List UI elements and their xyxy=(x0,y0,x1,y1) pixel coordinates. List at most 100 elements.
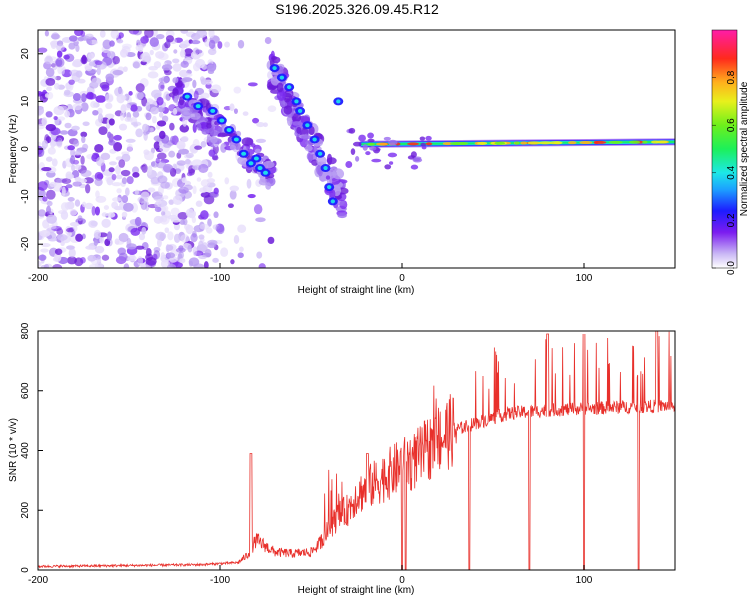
streak1-blob xyxy=(262,160,275,169)
streak2-blob xyxy=(276,82,284,93)
noise-blob xyxy=(158,52,169,61)
noise-blob xyxy=(153,195,165,202)
noise-blob xyxy=(161,64,173,71)
noise-blob xyxy=(190,40,201,45)
chart-title: S196.2025.326.09.45.R12 xyxy=(275,1,439,17)
noise-blob xyxy=(108,139,116,146)
noise-blob xyxy=(170,217,182,223)
noise-blob xyxy=(119,49,128,58)
noise-blob xyxy=(101,84,110,92)
noise-blob xyxy=(256,121,265,128)
noise-blob xyxy=(150,106,160,115)
noise-blob xyxy=(121,195,129,204)
noise-blob xyxy=(41,243,51,248)
colorbar-frame xyxy=(711,29,738,269)
spectrogram-xtick-label: -100 xyxy=(210,273,230,284)
noise-blob xyxy=(210,84,222,94)
noise-blob xyxy=(195,49,203,54)
noise-blob xyxy=(179,49,186,58)
noise-blob xyxy=(156,238,162,248)
noise-blob xyxy=(88,220,98,228)
noise-blob xyxy=(41,140,49,149)
streak2-blob xyxy=(301,134,312,140)
noise-blob xyxy=(264,37,272,45)
noise-blob xyxy=(84,65,93,72)
noise-blob xyxy=(94,178,103,187)
noise-blob xyxy=(44,93,50,98)
noise-blob xyxy=(180,135,189,143)
noise-blob xyxy=(192,185,197,195)
noise-blob xyxy=(227,203,234,209)
noise-blob xyxy=(175,247,186,253)
noise-blob xyxy=(68,42,76,50)
noise-blob xyxy=(90,100,98,108)
carrier-onset-blob xyxy=(383,136,391,141)
noise-blob xyxy=(81,136,86,144)
noise-blob xyxy=(134,216,142,227)
noise-blob xyxy=(60,210,69,220)
noise-blob xyxy=(61,178,72,184)
noise-blob xyxy=(170,135,176,144)
noise-blob xyxy=(102,39,112,50)
spectrogram-ytick-label: 20 xyxy=(20,48,31,60)
noise-blob xyxy=(156,33,165,40)
carrier-hotspot xyxy=(593,140,599,144)
streak2-blob xyxy=(326,153,333,166)
noise-blob xyxy=(138,233,146,241)
noise-blob xyxy=(213,211,219,219)
noise-blob xyxy=(212,257,219,263)
noise-blob xyxy=(160,211,166,216)
carrier-hotspot xyxy=(628,140,641,144)
noise-blob xyxy=(38,145,43,155)
noise-blob xyxy=(70,148,76,158)
streak2-blob xyxy=(280,101,288,108)
spectrogram-xlabel: Height of straight line (km) xyxy=(298,285,415,296)
noise-blob xyxy=(38,47,48,53)
streak2-blob xyxy=(283,105,293,115)
noise-blob xyxy=(115,165,121,175)
colorbar-tick-label: 0.2 xyxy=(726,213,737,227)
noise-blob xyxy=(53,105,65,116)
carrier-onset-blob xyxy=(345,161,353,168)
noise-blob xyxy=(135,245,145,250)
noise-blob xyxy=(258,263,266,268)
noise-blob xyxy=(113,142,123,152)
noise-blob xyxy=(135,91,144,100)
colorbar-tick-label: 0.8 xyxy=(726,70,737,84)
noise-blob xyxy=(75,233,84,242)
noise-blob xyxy=(169,122,175,131)
noise-blob xyxy=(101,254,110,261)
noise-blob xyxy=(141,163,148,174)
noise-blob xyxy=(145,112,152,121)
noise-blob xyxy=(116,39,124,44)
noise-blob xyxy=(116,174,123,180)
noise-blob xyxy=(67,145,75,151)
noise-blob xyxy=(156,120,167,127)
noise-blob xyxy=(90,39,98,45)
noise-blob xyxy=(252,117,260,124)
noise-blob xyxy=(139,52,151,63)
noise-blob xyxy=(38,181,48,191)
noise-blob xyxy=(172,58,180,64)
noise-blob xyxy=(172,63,182,72)
noise-blob xyxy=(80,155,85,165)
noise-blob xyxy=(207,242,216,249)
carrier-onset-blob xyxy=(414,156,422,160)
noise-blob xyxy=(170,207,180,216)
noise-blob xyxy=(87,39,93,45)
noise-blob xyxy=(97,107,103,115)
noise-blob xyxy=(45,189,56,200)
noise-blob xyxy=(96,156,105,167)
noise-blob xyxy=(106,231,113,242)
noise-blob xyxy=(45,156,53,162)
noise-blob xyxy=(60,68,65,75)
noise-blob xyxy=(60,202,70,212)
colorbar-gradient xyxy=(712,30,737,268)
streak1-blob xyxy=(201,129,210,135)
streak1-highlight xyxy=(248,161,254,166)
carrier-hotspot xyxy=(579,141,593,145)
noise-blob xyxy=(88,61,97,67)
noise-blob xyxy=(39,230,51,238)
noise-blob xyxy=(172,195,183,206)
noise-blob xyxy=(117,32,124,39)
